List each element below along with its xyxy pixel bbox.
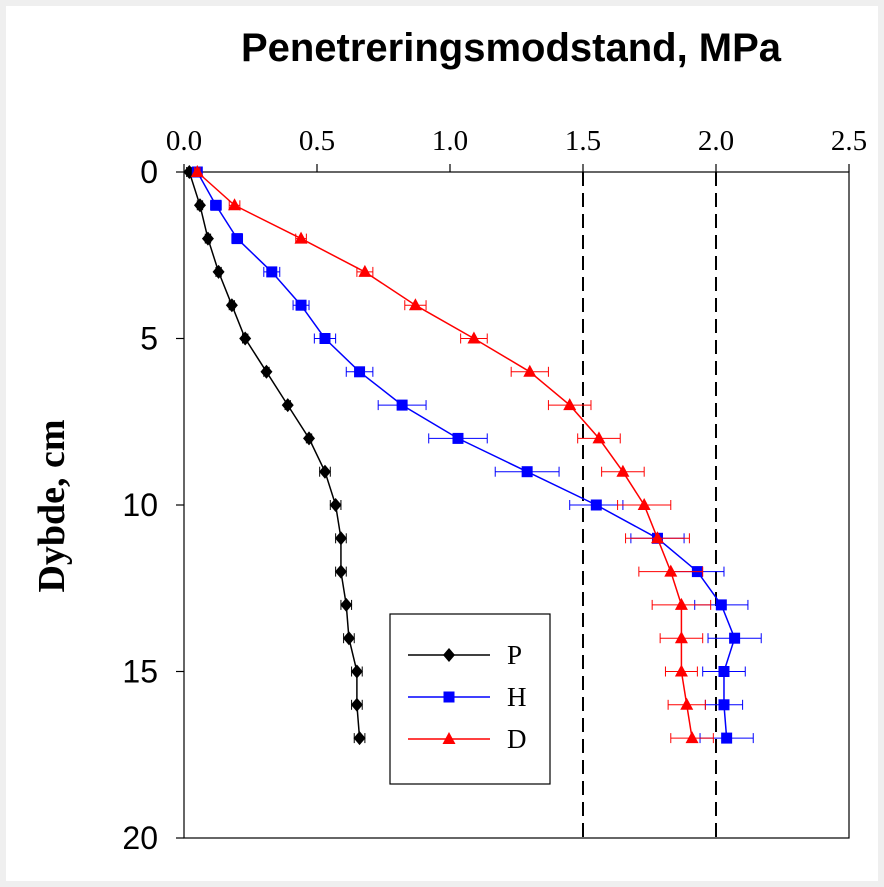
series-H — [191, 166, 762, 744]
data-point — [231, 233, 243, 245]
data-point — [396, 399, 408, 411]
data-point — [452, 432, 464, 444]
legend-label: D — [507, 724, 527, 754]
chart-title: Penetreringsmodstand, MPa — [241, 26, 782, 70]
legend-label: H — [507, 682, 527, 712]
data-point — [354, 366, 366, 378]
legend-marker — [443, 691, 455, 703]
chart-frame: Penetreringsmodstand, MPa Dybde, cm 0.0 0… — [6, 6, 878, 881]
data-point — [592, 431, 606, 444]
legend-item-P: P — [408, 640, 522, 670]
data-point — [521, 466, 533, 478]
data-point — [303, 431, 316, 446]
data-point — [329, 498, 342, 512]
data-point — [281, 398, 294, 413]
data-point — [353, 731, 366, 746]
x-tick-label: 2.5 — [831, 125, 867, 157]
data-point — [664, 564, 678, 577]
data-point — [212, 264, 225, 279]
data-point — [674, 631, 688, 644]
penetration-resistance-chart: Penetreringsmodstand, MPa Dybde, cm 0.0 0… — [31, 26, 867, 856]
y-tick-label: 20 — [122, 820, 158, 856]
data-point — [718, 699, 730, 711]
y-axis-label: Dybde, cm — [31, 419, 73, 592]
data-point — [334, 564, 347, 579]
legend: PHD — [389, 613, 551, 785]
data-point — [239, 331, 252, 346]
data-point — [721, 732, 733, 744]
y-tick-label: 5 — [140, 321, 158, 357]
data-point — [358, 264, 372, 277]
data-point — [467, 331, 481, 344]
data-point — [637, 498, 651, 510]
data-point — [563, 398, 577, 411]
data-point — [715, 599, 727, 611]
data-point — [674, 664, 688, 677]
legend-marker — [443, 648, 455, 662]
series-P — [183, 165, 366, 746]
data-point — [523, 364, 537, 377]
series-line — [196, 171, 693, 739]
data-point — [294, 231, 308, 244]
data-point — [408, 298, 422, 311]
data-point — [718, 666, 730, 677]
y-tick-label: 0 — [140, 154, 158, 190]
data-point — [590, 499, 602, 511]
data-point — [680, 697, 694, 710]
plot-area — [183, 165, 762, 746]
data-point — [266, 266, 278, 278]
reference-lines — [582, 172, 717, 838]
data-point — [210, 199, 222, 211]
series-line — [196, 171, 736, 739]
data-point — [729, 632, 741, 644]
data-point — [674, 597, 688, 610]
legend-item-D: D — [408, 724, 527, 754]
legend-marker — [442, 732, 456, 744]
series-line — [188, 171, 361, 739]
x-tick-label: 0.0 — [166, 125, 202, 157]
data-point — [225, 298, 238, 313]
data-point — [350, 697, 363, 712]
data-point — [685, 731, 699, 744]
x-tick-label: 1.0 — [432, 125, 468, 157]
data-point — [295, 299, 307, 311]
data-point — [228, 198, 242, 211]
data-point — [650, 531, 664, 544]
series-D — [190, 165, 714, 744]
data-point — [260, 364, 273, 379]
data-point — [318, 464, 331, 479]
data-point — [201, 231, 214, 246]
data-point — [319, 333, 331, 344]
data-point — [342, 631, 355, 646]
y-tick-label: 15 — [122, 654, 158, 690]
legend-box — [389, 613, 551, 785]
data-point — [190, 165, 204, 177]
data-point — [350, 664, 363, 679]
x-tick-label: 2.0 — [698, 125, 734, 157]
legend-label: P — [507, 640, 522, 670]
x-tick-label: 1.5 — [565, 125, 601, 157]
axes: 0.0 0.5 1.0 1.5 2.0 2.5 0 5 10 15 20 — [122, 125, 867, 856]
y-tick-label: 10 — [122, 487, 158, 523]
data-point — [193, 198, 206, 213]
data-point — [340, 597, 353, 612]
data-point — [616, 464, 630, 477]
x-tick-label: 0.5 — [299, 125, 335, 157]
legend-item-H: H — [408, 682, 527, 712]
data-point — [334, 531, 347, 546]
